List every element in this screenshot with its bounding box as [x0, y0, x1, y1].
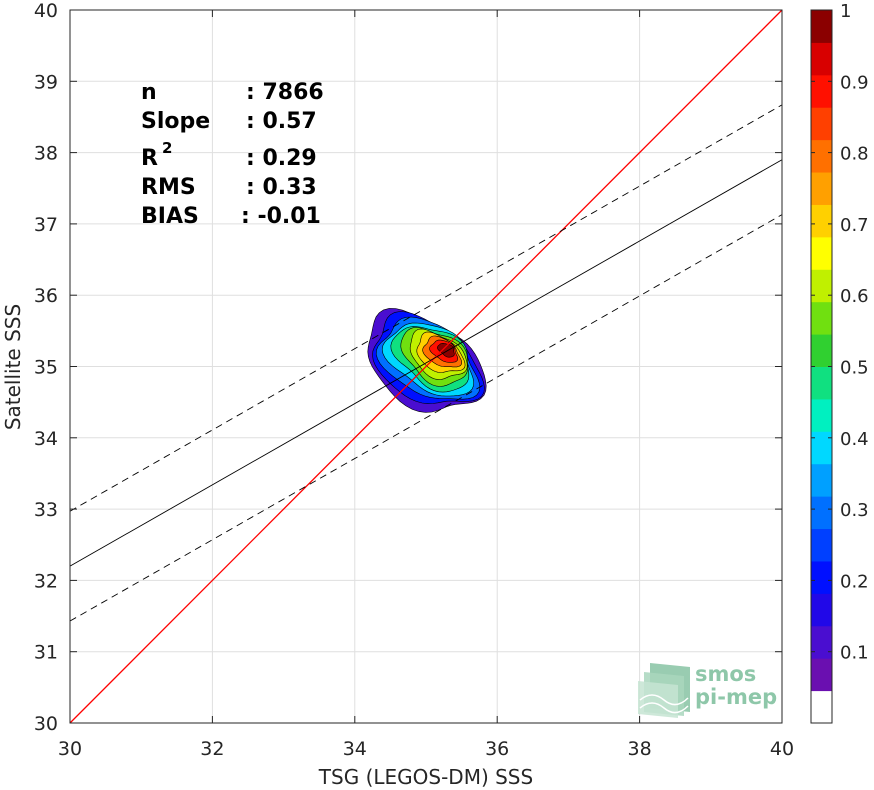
colorbar-label-5: 0.6	[840, 286, 869, 307]
colorbar-label-4: 0.5	[840, 358, 869, 379]
y-tick-label-6: 36	[34, 285, 58, 307]
y-tick-label-0: 30	[34, 713, 58, 735]
colorbar-swatch-3	[811, 593, 832, 627]
stat-n-label: n	[141, 80, 157, 105]
x-tick-label-2: 34	[343, 738, 367, 760]
stat-rms-value: : 0.33	[246, 175, 317, 200]
y-axis-ticks: 30 31 32 33 34 35 36 37 38 39 40	[34, 0, 782, 735]
colorbar-label-3: 0.4	[840, 429, 869, 450]
statistics-box: n : 7866 Slope : 0.57 R 2 : 0.29 RMS : 0…	[141, 80, 324, 229]
colorbar-swatch-16	[811, 172, 832, 205]
y-tick-label-8: 38	[34, 143, 58, 165]
contour-level-10	[437, 342, 455, 358]
colorbar-swatch-1	[811, 658, 832, 692]
colorbar-label-6: 0.7	[840, 215, 869, 236]
colorbar: 0.1 0.2 0.3 0.4 0.5 0.6 0.7 0.8 0.9 1	[810, 1, 869, 724]
line-regression-rms	[69, 214, 783, 622]
colorbar-label-7: 0.8	[840, 144, 869, 165]
colorbar-swatch-9	[811, 398, 832, 432]
y-tick-label-7: 37	[34, 214, 58, 236]
x-axis-ticks: 30 32 34 36 38 40	[58, 10, 794, 760]
colorbar-swatch-20	[811, 42, 832, 76]
line-regression-rms	[69, 104, 783, 512]
stat-r2-value: : 0.29	[246, 146, 317, 171]
colorbar-swatch-13	[811, 269, 832, 303]
x-tick-label-1: 32	[200, 738, 224, 760]
y-tick-label-3: 33	[34, 499, 58, 521]
colorbar-swatch-11	[811, 334, 832, 367]
regression-lines	[69, 9, 783, 724]
colorbar-swatch-7	[811, 463, 832, 497]
x-tick-label-3: 36	[485, 738, 509, 760]
y-axis-label: Satellite SSS	[1, 304, 25, 430]
colorbar-swatch-18	[811, 107, 832, 141]
colorbar-swatch-10	[811, 366, 832, 400]
colorbar-label-1: 0.2	[840, 571, 869, 592]
colorbar-swatch-12	[811, 301, 832, 335]
colorbar-swatch-19	[811, 74, 832, 108]
colorbar-swatch-0	[811, 690, 832, 724]
y-tick-label-4: 34	[34, 428, 58, 450]
density-contours	[367, 308, 487, 413]
stat-bias-label: BIAS	[141, 204, 199, 229]
x-tick-label-5: 40	[770, 738, 794, 760]
colorbar-label-2: 0.3	[840, 500, 869, 521]
y-tick-label-2: 32	[34, 570, 58, 592]
colorbar-swatch-6	[811, 496, 832, 530]
colorbar-swatch-2	[811, 625, 832, 659]
smos-pi-mep-logo: smos pi-mep	[638, 662, 777, 718]
colorbar-swatch-15	[811, 204, 832, 238]
y-tick-label-1: 31	[34, 642, 58, 664]
line-regression	[69, 159, 783, 567]
stat-slope-label: Slope	[141, 109, 210, 134]
colorbar-swatch-14	[811, 236, 832, 270]
stat-n-value: : 7866	[246, 80, 324, 105]
colorbar-swatch-21	[811, 10, 832, 43]
colorbar-swatch-5	[811, 528, 832, 562]
colorbar-label-9: 1	[840, 1, 851, 22]
colorbar-label-8: 0.9	[840, 72, 869, 93]
stat-r2-superscript: 2	[162, 139, 172, 157]
logo-text-pi-mep: pi-mep	[695, 685, 777, 709]
colorbar-swatch-17	[811, 139, 832, 173]
y-tick-label-9: 39	[34, 71, 58, 93]
stat-r2-label: R	[141, 146, 158, 171]
colorbar-swatch-8	[811, 431, 832, 465]
colorbar-swatch-4	[811, 560, 832, 594]
colorbar-label-0: 0.1	[840, 643, 869, 664]
x-axis-label: TSG (LEGOS-DM) SSS	[318, 765, 533, 789]
line-1-1-line	[69, 9, 783, 724]
stat-slope-value: : 0.57	[246, 109, 317, 134]
logo-text-smos: smos	[695, 662, 756, 686]
y-tick-label-5: 35	[34, 357, 58, 379]
stat-rms-label: RMS	[141, 175, 196, 200]
stat-bias-value: : -0.01	[241, 204, 321, 229]
y-tick-label-10: 40	[34, 0, 58, 22]
logo-waves-icon	[638, 663, 690, 718]
x-tick-label-4: 38	[628, 738, 652, 760]
x-tick-label-0: 30	[58, 738, 82, 760]
